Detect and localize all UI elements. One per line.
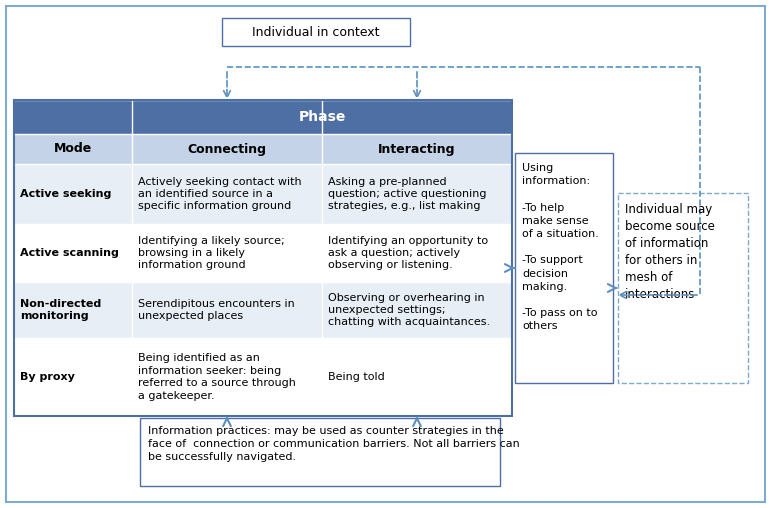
FancyBboxPatch shape xyxy=(6,6,765,502)
Bar xyxy=(14,282,132,338)
Text: Interacting: Interacting xyxy=(379,143,456,155)
Bar xyxy=(132,134,322,164)
Text: Being identified as an
information seeker: being
referred to a source through
a : Being identified as an information seeke… xyxy=(138,354,296,401)
Bar xyxy=(322,134,512,164)
Bar xyxy=(322,224,512,282)
Bar xyxy=(132,282,322,338)
Bar xyxy=(132,164,322,224)
Bar xyxy=(132,338,322,416)
Bar xyxy=(14,164,132,224)
Text: Mode: Mode xyxy=(54,143,92,155)
Bar xyxy=(515,153,613,383)
Bar xyxy=(14,338,132,416)
Bar xyxy=(140,418,500,486)
Text: Information practices: may be used as counter strategies in the
face of  connect: Information practices: may be used as co… xyxy=(148,426,520,462)
Text: Identifying an opportunity to
ask a question; actively
observing or listening.: Identifying an opportunity to ask a ques… xyxy=(328,236,488,270)
Bar xyxy=(618,193,748,383)
Text: Individual may
become source
of information
for others in
mesh of
interactions: Individual may become source of informat… xyxy=(625,203,715,301)
Bar xyxy=(322,338,512,416)
Bar xyxy=(14,134,132,164)
Text: Actively seeking contact with
an identified source in a
specific information gro: Actively seeking contact with an identif… xyxy=(138,177,301,211)
Text: Using
information:

-To help
make sense
of a situation.

-To support
decision
ma: Using information: -To help make sense o… xyxy=(522,163,599,331)
Bar xyxy=(322,164,512,224)
Bar xyxy=(14,224,132,282)
Text: Non-directed
monitoring: Non-directed monitoring xyxy=(20,299,101,321)
Bar xyxy=(132,100,512,134)
Text: Active seeking: Active seeking xyxy=(20,189,111,199)
Bar xyxy=(14,100,132,134)
Text: Active scanning: Active scanning xyxy=(20,248,119,258)
Text: Connecting: Connecting xyxy=(187,143,267,155)
Bar xyxy=(132,224,322,282)
FancyBboxPatch shape xyxy=(222,18,410,46)
Bar xyxy=(14,100,512,416)
Text: Individual in context: Individual in context xyxy=(252,25,380,39)
Text: Phase: Phase xyxy=(298,110,345,124)
Text: By proxy: By proxy xyxy=(20,372,75,382)
Text: Identifying a likely source;
browsing in a likely
information ground: Identifying a likely source; browsing in… xyxy=(138,236,284,270)
Bar xyxy=(322,282,512,338)
Text: Being told: Being told xyxy=(328,372,385,382)
Text: Observing or overhearing in
unexpected settings;
chatting with acquaintances.: Observing or overhearing in unexpected s… xyxy=(328,293,490,327)
Text: Asking a pre-planned
question; active questioning
strategies, e.g., list making: Asking a pre-planned question; active qu… xyxy=(328,177,487,211)
Text: Serendipitous encounters in
unexpected places: Serendipitous encounters in unexpected p… xyxy=(138,299,295,321)
